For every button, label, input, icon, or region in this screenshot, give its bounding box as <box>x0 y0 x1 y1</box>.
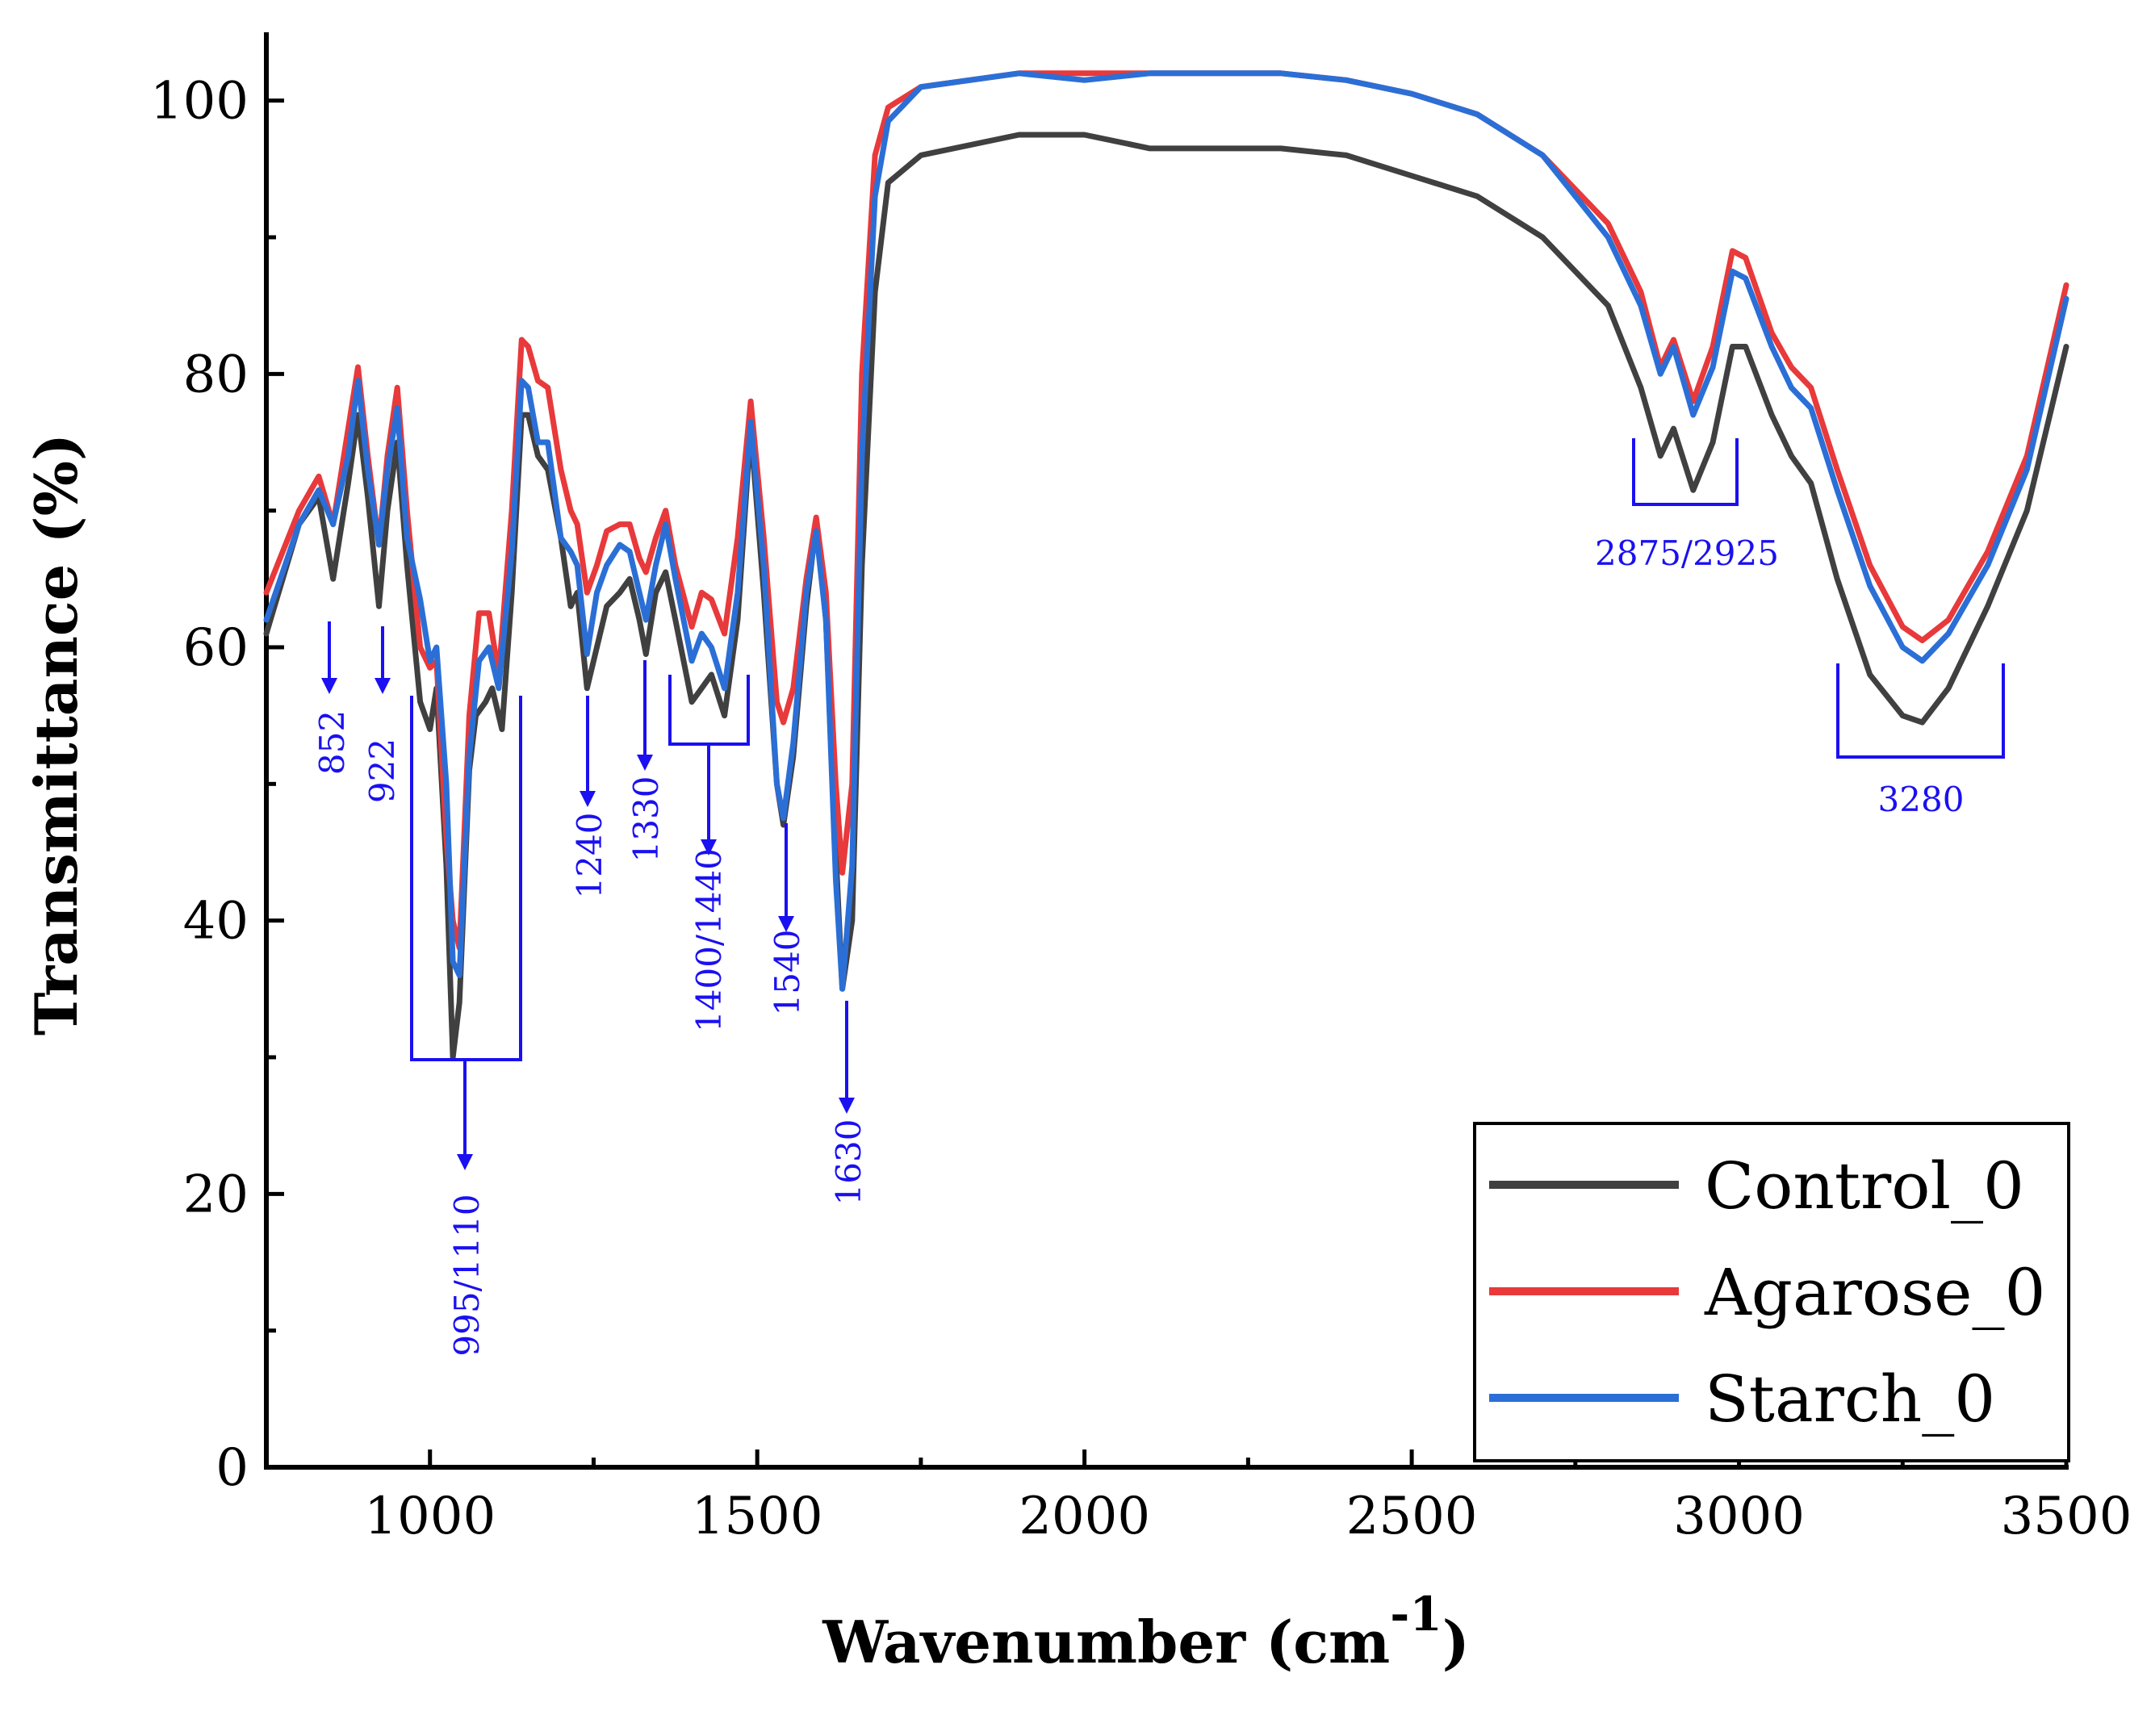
x-tick-label: 3000 <box>1673 1487 1805 1546</box>
series-line-control-0 <box>263 132 2069 1060</box>
y-tick-label: 0 <box>216 1438 249 1498</box>
arrowhead-1540 <box>778 916 794 932</box>
legend-label-control: Control_0 <box>1705 1148 2024 1224</box>
x-ticks: 1000 1500 2000 2500 3000 3500 <box>264 1449 2132 1546</box>
bracket-1400-1440 <box>668 675 750 746</box>
legend-label-starch: Starch_0 <box>1705 1362 1995 1437</box>
annotation-labels: 852 922 995/1110 1240 1330 1400/1440 154… <box>312 533 1964 1357</box>
axes <box>264 32 2069 1470</box>
x-axis-title: Wavenumber (cm-1) <box>822 1587 1470 1676</box>
arrowhead-1330 <box>637 755 653 771</box>
x-tick-label: 3500 <box>2001 1487 2132 1546</box>
y-tick-label: 40 <box>183 892 249 952</box>
arrowhead-995-1110 <box>457 1154 473 1170</box>
arrowhead-922 <box>375 678 391 694</box>
ann-label-2875-2925: 2875/2925 <box>1595 533 1779 573</box>
y-ticks: 0 20 40 60 80 100 <box>150 72 284 1498</box>
bracket-2875-2925 <box>1632 438 1739 506</box>
ann-label-1540: 1540 <box>768 930 807 1016</box>
x-tick-label: 2500 <box>1346 1487 1478 1546</box>
arrowhead-1630 <box>839 1098 855 1114</box>
x-tick-label: 2000 <box>1019 1487 1150 1546</box>
annotation-marks <box>321 438 2005 1170</box>
x-tick-label: 1000 <box>364 1487 496 1546</box>
ann-label-1400-1440: 1400/1440 <box>689 848 729 1032</box>
ann-label-995-1110: 995/1110 <box>447 1194 487 1356</box>
y-tick-label: 100 <box>150 72 249 132</box>
ann-label-1240: 1240 <box>570 813 609 899</box>
legend: Control_0 Agarose_0 Starch_0 <box>1473 1122 2070 1462</box>
arrowhead-1240 <box>580 791 596 807</box>
bracket-3280 <box>1836 663 2005 759</box>
y-tick-label: 60 <box>183 618 249 678</box>
x-axis-title-main: Wavenumber (cm <box>822 1608 1390 1676</box>
series-line-agarose-0 <box>263 70 2069 951</box>
x-tick-label: 1500 <box>692 1487 823 1546</box>
ann-label-1330: 1330 <box>626 776 666 863</box>
arrowhead-1400-1440 <box>701 839 717 855</box>
ann-label-1630: 1630 <box>829 1119 868 1206</box>
series-layer <box>263 70 2069 1060</box>
ann-label-852: 852 <box>312 710 352 775</box>
ann-label-922: 922 <box>362 738 402 803</box>
x-axis-title-close: ) <box>1442 1608 1470 1676</box>
arrowhead-852 <box>321 678 337 694</box>
legend-label-agarose: Agarose_0 <box>1704 1255 2045 1330</box>
y-tick-label: 80 <box>183 345 249 404</box>
y-tick-label: 20 <box>183 1165 249 1224</box>
y-axis-title: Transmittance (%) <box>22 433 90 1035</box>
series-line-starch-0 <box>263 70 2069 992</box>
x-axis-title-sup: -1 <box>1390 1587 1442 1642</box>
ann-label-3280: 3280 <box>1878 780 1965 819</box>
